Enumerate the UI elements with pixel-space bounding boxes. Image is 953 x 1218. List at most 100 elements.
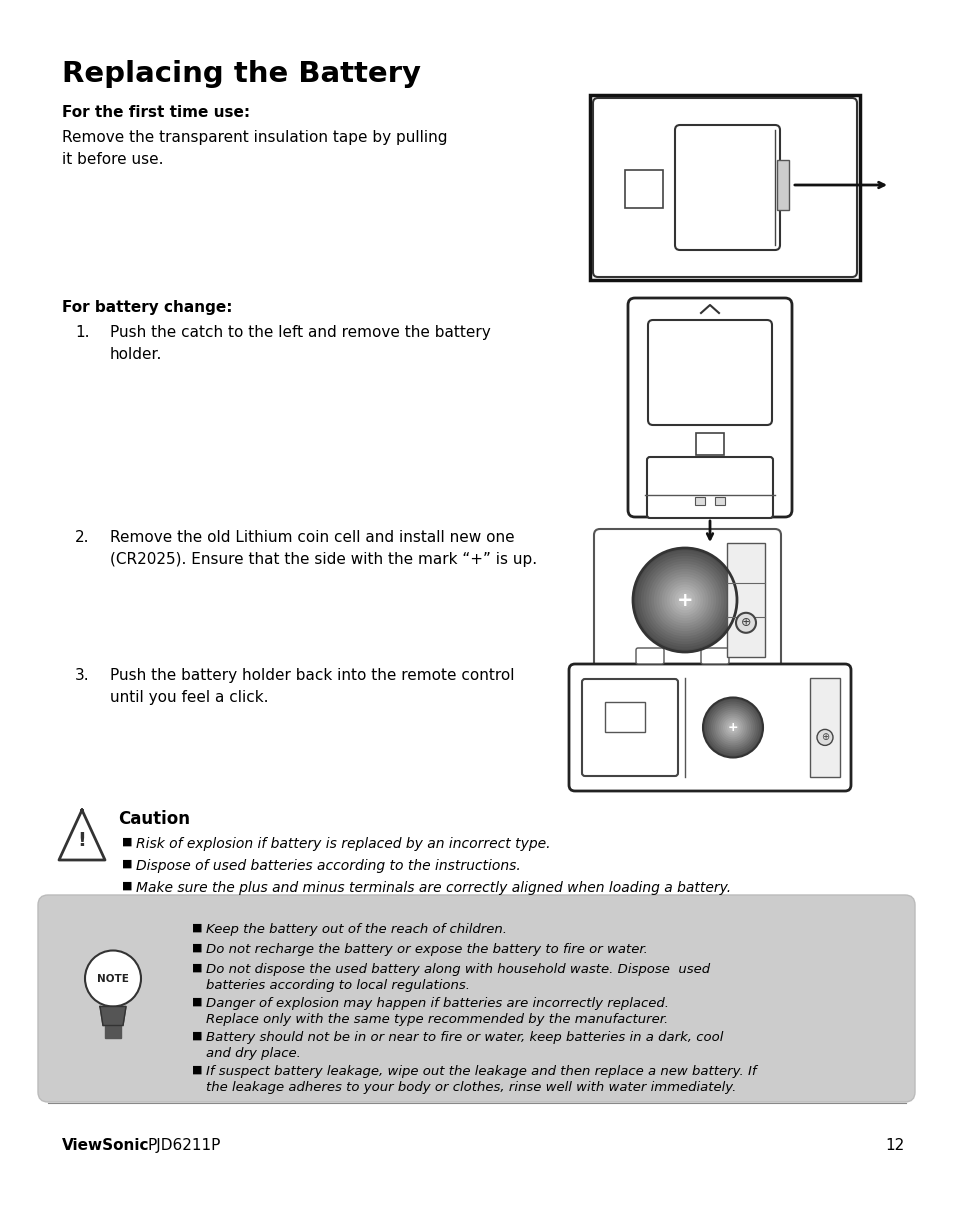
Circle shape xyxy=(730,726,734,730)
FancyBboxPatch shape xyxy=(593,97,856,276)
Circle shape xyxy=(702,698,762,758)
Circle shape xyxy=(653,569,716,631)
Text: ■: ■ xyxy=(122,837,132,847)
Bar xyxy=(604,702,644,732)
Text: +: + xyxy=(727,721,738,734)
Bar xyxy=(624,171,662,208)
Text: Dispose of used batteries according to the instructions.: Dispose of used batteries according to t… xyxy=(136,859,520,873)
Circle shape xyxy=(720,715,744,739)
Circle shape xyxy=(671,587,698,613)
Text: 3.: 3. xyxy=(75,667,90,683)
FancyBboxPatch shape xyxy=(636,648,663,664)
Circle shape xyxy=(708,704,757,752)
Bar xyxy=(809,678,840,777)
Circle shape xyxy=(661,576,708,624)
Bar xyxy=(726,543,764,657)
Circle shape xyxy=(648,564,720,636)
FancyBboxPatch shape xyxy=(594,529,781,671)
Bar xyxy=(589,95,859,280)
Text: +: + xyxy=(676,591,693,609)
Bar xyxy=(696,434,723,456)
FancyBboxPatch shape xyxy=(568,664,850,790)
Circle shape xyxy=(714,710,750,745)
FancyBboxPatch shape xyxy=(646,457,772,518)
Text: Push the battery holder back into the remote control
until you feel a click.: Push the battery holder back into the re… xyxy=(110,667,514,705)
Circle shape xyxy=(717,711,748,743)
Circle shape xyxy=(816,730,832,745)
Text: Push the catch to the left and remove the battery
holder.: Push the catch to the left and remove th… xyxy=(110,325,490,362)
Text: NOTE: NOTE xyxy=(97,973,129,983)
Text: Keep the battery out of the reach of children.: Keep the battery out of the reach of chi… xyxy=(206,923,506,935)
Circle shape xyxy=(642,558,726,642)
Circle shape xyxy=(679,594,689,605)
Text: ViewSonic: ViewSonic xyxy=(62,1138,150,1153)
Circle shape xyxy=(724,720,740,736)
Polygon shape xyxy=(700,304,719,313)
Text: If suspect battery leakage, wipe out the leakage and then replace a new battery.: If suspect battery leakage, wipe out the… xyxy=(206,1065,756,1095)
Text: Replacing the Battery: Replacing the Battery xyxy=(62,60,420,88)
FancyBboxPatch shape xyxy=(647,320,771,425)
Text: Do not recharge the battery or expose the battery to fire or water.: Do not recharge the battery or expose th… xyxy=(206,943,647,956)
Circle shape xyxy=(677,592,692,608)
Bar xyxy=(695,497,704,505)
Text: 1.: 1. xyxy=(75,325,90,340)
Text: Danger of explosion may happen if batteries are incorrectly replaced.
Replace on: Danger of explosion may happen if batter… xyxy=(206,998,668,1027)
FancyBboxPatch shape xyxy=(581,678,678,776)
Polygon shape xyxy=(59,810,105,860)
Text: ⊕: ⊕ xyxy=(740,616,750,630)
Text: ■: ■ xyxy=(192,943,202,952)
Text: Do not dispose the used battery along with household waste. Dispose  used
batter: Do not dispose the used battery along wi… xyxy=(206,963,709,993)
Circle shape xyxy=(704,699,760,755)
Circle shape xyxy=(85,950,141,1006)
Circle shape xyxy=(645,561,723,639)
Circle shape xyxy=(638,553,731,647)
Text: PJD6211P: PJD6211P xyxy=(148,1138,221,1153)
Text: For battery change:: For battery change: xyxy=(62,300,233,315)
Bar xyxy=(776,160,788,209)
Text: ■: ■ xyxy=(192,963,202,973)
Circle shape xyxy=(728,723,737,732)
FancyBboxPatch shape xyxy=(627,298,791,516)
Circle shape xyxy=(722,717,742,738)
Circle shape xyxy=(635,551,734,649)
Circle shape xyxy=(656,571,713,628)
Text: Remove the old Lithium coin cell and install new one
(CR2025). Ensure that the s: Remove the old Lithium coin cell and ins… xyxy=(110,530,537,568)
Circle shape xyxy=(659,574,710,626)
Text: Risk of explosion if battery is replaced by an incorrect type.: Risk of explosion if battery is replaced… xyxy=(136,837,550,851)
Text: ■: ■ xyxy=(122,881,132,892)
Text: Remove the transparent insulation tape by pulling
it before use.: Remove the transparent insulation tape b… xyxy=(62,130,447,167)
Polygon shape xyxy=(105,1026,121,1038)
Text: ⊕: ⊕ xyxy=(821,732,828,743)
Circle shape xyxy=(633,548,737,652)
Text: 12: 12 xyxy=(884,1138,904,1153)
Circle shape xyxy=(726,721,739,733)
Text: Make sure the plus and minus terminals are correctly aligned when loading a batt: Make sure the plus and minus terminals a… xyxy=(136,881,730,895)
Circle shape xyxy=(719,714,746,742)
Text: ■: ■ xyxy=(192,998,202,1007)
Polygon shape xyxy=(100,1006,126,1026)
Text: 2.: 2. xyxy=(75,530,90,544)
Text: ■: ■ xyxy=(122,859,132,868)
FancyBboxPatch shape xyxy=(700,648,728,664)
Circle shape xyxy=(735,613,755,633)
Text: ■: ■ xyxy=(192,1030,202,1041)
Circle shape xyxy=(663,580,705,621)
Circle shape xyxy=(640,555,728,644)
Circle shape xyxy=(706,702,759,754)
Circle shape xyxy=(669,585,700,615)
FancyBboxPatch shape xyxy=(38,895,914,1102)
FancyBboxPatch shape xyxy=(675,125,780,250)
Text: Caution: Caution xyxy=(118,810,190,828)
Circle shape xyxy=(666,582,702,619)
Circle shape xyxy=(674,590,695,610)
Bar xyxy=(714,497,724,505)
Text: !: ! xyxy=(77,832,87,850)
Circle shape xyxy=(712,708,752,748)
Circle shape xyxy=(681,597,687,603)
Circle shape xyxy=(651,566,718,633)
Text: ■: ■ xyxy=(192,1065,202,1075)
Circle shape xyxy=(710,705,754,749)
Text: For the first time use:: For the first time use: xyxy=(62,105,250,121)
Text: ■: ■ xyxy=(192,923,202,933)
Text: Battery should not be in or near to fire or water, keep batteries in a dark, coo: Battery should not be in or near to fire… xyxy=(206,1030,722,1061)
